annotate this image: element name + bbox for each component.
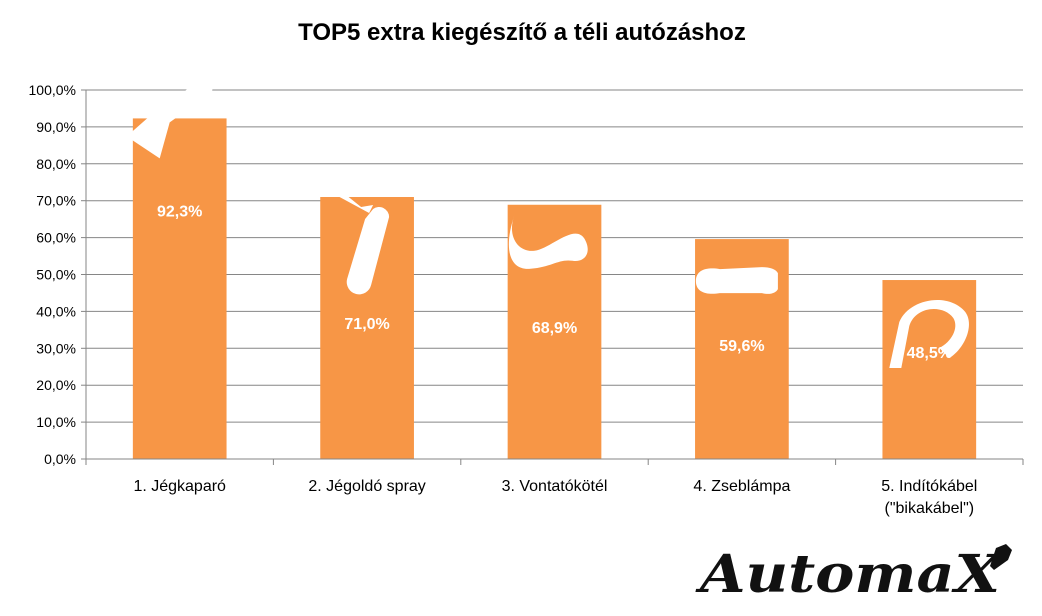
bar-icons bbox=[126, 80, 969, 369]
data-label: 48,5% bbox=[907, 345, 952, 362]
x-tick-label: 1. Jégkaparó bbox=[133, 478, 226, 495]
bar bbox=[132, 118, 227, 460]
y-tick-label: 30,0% bbox=[36, 340, 76, 356]
deicer-spray-icon bbox=[321, 175, 390, 295]
chart-title: TOP5 extra kiegészítő a téli autózáshoz bbox=[298, 19, 746, 46]
y-tick-label: 40,0% bbox=[36, 303, 76, 319]
data-label: 71,0% bbox=[344, 316, 389, 333]
y-tick-label: 90,0% bbox=[36, 119, 76, 135]
tow-rope-icon bbox=[508, 214, 588, 269]
x-tick-label: 3. Vontatókötél bbox=[502, 478, 608, 495]
y-tick-label: 80,0% bbox=[36, 156, 76, 172]
y-tick-label: 70,0% bbox=[36, 193, 76, 209]
y-tick-label: 0,0% bbox=[44, 451, 76, 467]
data-label: 68,9% bbox=[532, 320, 577, 337]
y-tick-label: 50,0% bbox=[36, 267, 76, 283]
data-label: 92,3% bbox=[157, 203, 202, 220]
data-label: 59,6% bbox=[719, 338, 764, 355]
flashlight-icon bbox=[695, 267, 778, 294]
y-tick-label: 10,0% bbox=[36, 414, 76, 430]
y-tick-label: 20,0% bbox=[36, 377, 76, 393]
x-tick-label: ("bikakábel") bbox=[884, 500, 974, 517]
data-labels: 92,3% 71,0% 68,9% 59,6% 48,5% bbox=[157, 203, 952, 362]
logo-text: AutomaX bbox=[694, 544, 1003, 605]
y-axis: 0,0% 10,0% 20,0% 30,0% 40,0% 50,0% 60,0% 70,0% 8… bbox=[29, 82, 87, 467]
bars bbox=[132, 118, 977, 460]
x-axis: 1. Jégkaparó 2. Jégoldó spray 3. Vontatókö… bbox=[85, 458, 1024, 517]
x-tick-label: 5. Indítókábel bbox=[881, 478, 977, 495]
jumper-cable-icon bbox=[889, 299, 969, 369]
x-tick-label: 4. Zseblámpa bbox=[693, 478, 790, 495]
y-tick-label: 60,0% bbox=[36, 230, 76, 246]
automax-logo: AutomaX bbox=[694, 544, 1012, 605]
y-tick-label: 100,0% bbox=[29, 82, 76, 98]
ice-scraper-icon bbox=[126, 80, 214, 159]
x-tick-label: 2. Jégoldó spray bbox=[308, 478, 425, 495]
wrench-icon bbox=[990, 544, 1012, 570]
